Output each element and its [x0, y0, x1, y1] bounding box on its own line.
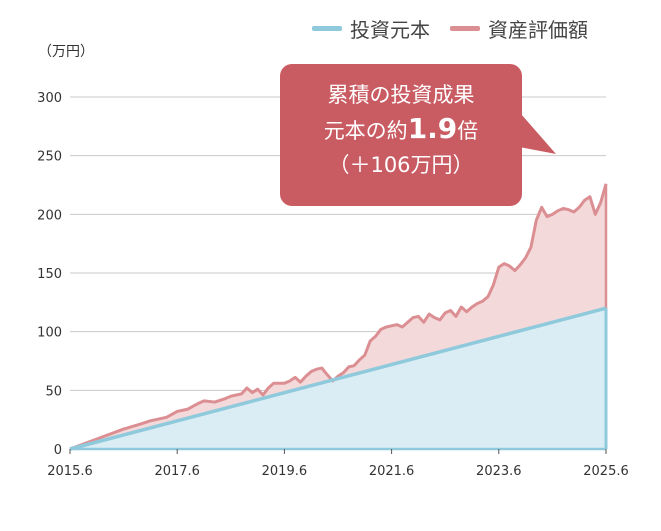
x-tick-label: 2015.6 — [47, 464, 93, 479]
callout-tail — [514, 106, 556, 154]
legend-swatch-asset — [450, 26, 480, 31]
x-tick-label: 2017.6 — [154, 464, 200, 479]
x-tick-label: 2019.6 — [262, 464, 308, 479]
y-tick-label: 200 — [37, 208, 62, 223]
callout-title: 累積の投資成果 — [327, 83, 475, 107]
callout-ratio-prefix: 元本の約 — [323, 119, 408, 143]
callout-ratio-value: 1.9 — [407, 112, 458, 145]
legend-item-principal: 投資元本 — [312, 14, 430, 43]
callout-gain: （＋106万円） — [328, 153, 474, 177]
y-tick-label: 150 — [37, 267, 62, 282]
x-tick-label: 2023.6 — [476, 464, 522, 479]
callout-box: 累積の投資成果 元本の約1.9倍 （＋106万円） — [280, 64, 522, 206]
x-tick-label: 2021.6 — [369, 464, 415, 479]
asset-line — [69, 183, 608, 451]
y-tick-label: 100 — [37, 326, 62, 341]
callout-ratio-suffix: 倍 — [457, 119, 479, 143]
legend-item-asset: 資産評価額 — [450, 14, 588, 43]
x-tick-labels: 2015.6 2017.6 2019.6 2021.6 2023.6 2025.6 — [47, 449, 629, 479]
legend-label-asset: 資産評価額 — [488, 18, 588, 42]
callout-ratio: 元本の約1.9倍 — [280, 112, 522, 148]
y-tick-labels: 0 50 100 150 200 250 300 — [37, 91, 62, 458]
legend: 投資元本 資産評価額 — [312, 14, 608, 43]
y-tick-label: 50 — [45, 384, 62, 399]
y-tick-label: 300 — [37, 91, 62, 106]
principal-line — [69, 306, 607, 451]
x-tick-label: 2025.6 — [583, 464, 629, 479]
y-tick-label: 250 — [37, 150, 62, 165]
legend-swatch-principal — [312, 26, 342, 31]
y-axis-unit: （万円） — [38, 44, 94, 60]
y-tick-label: 0 — [54, 443, 62, 458]
legend-label-principal: 投資元本 — [350, 18, 430, 42]
plot-areas — [69, 183, 608, 451]
